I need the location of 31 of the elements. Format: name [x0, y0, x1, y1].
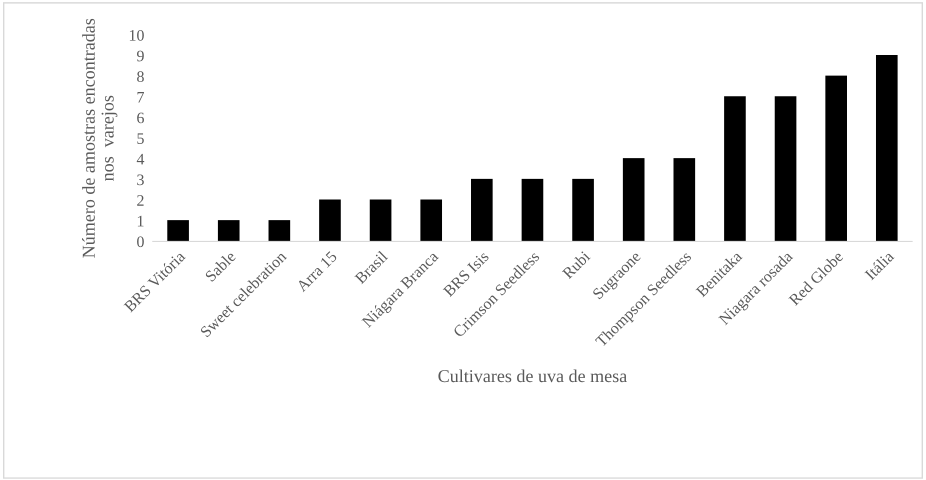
y-tick-label: 0	[137, 236, 144, 248]
y-tick-label: 9	[136, 50, 144, 62]
bar	[268, 220, 290, 242]
bar	[370, 199, 392, 242]
y-tick-label: 5	[137, 133, 144, 144]
y-tick-label: 2	[137, 195, 144, 206]
x-tick-label: Itália	[864, 250, 895, 281]
bar	[420, 199, 442, 242]
bar	[218, 220, 240, 242]
x-axis-title: Cultivares de uva de mesa	[438, 369, 627, 382]
bar	[522, 178, 544, 242]
y-tick-label: 1	[138, 216, 144, 226]
y-tick-label: 3	[137, 174, 144, 186]
bar	[876, 54, 898, 242]
bar	[825, 76, 847, 242]
bar	[572, 178, 594, 242]
x-tick-label: Arra 15	[296, 250, 338, 292]
y-axis-title: Número de amostras encontradas nos varejos	[82, 18, 118, 258]
bar	[673, 158, 696, 242]
y-tick-label: 10	[130, 30, 144, 41]
y-tick-label: 4	[136, 154, 144, 164]
bar	[167, 220, 189, 242]
bar	[471, 178, 493, 242]
y-tick-label: 6	[137, 112, 144, 124]
y-tick-label: 8	[137, 71, 144, 82]
bar	[319, 199, 341, 242]
bar	[724, 96, 746, 242]
bar	[622, 158, 645, 242]
bar	[774, 96, 796, 242]
x-tick-label: BRS Isis	[442, 250, 490, 298]
y-tick-label: 7	[138, 92, 144, 102]
